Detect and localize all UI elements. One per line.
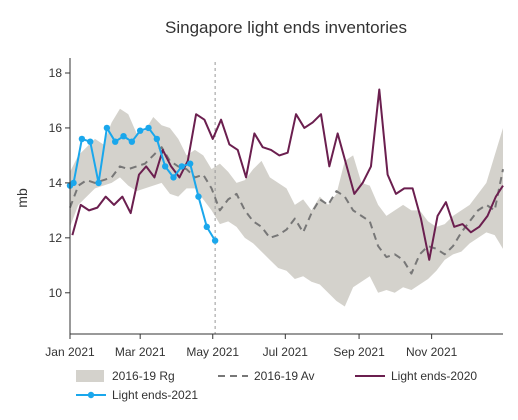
y-tick-label: 14 [49,176,63,190]
series-point-light-ends-2021 [78,135,86,143]
series-point-light-ends-2021 [153,135,161,143]
series-point-light-ends-2021 [112,138,119,145]
series-point-light-ends-2021 [203,223,210,231]
legend-item-2016-19-av: 2016-19 Av [218,369,315,383]
legend-item-light-ends-2021: Light ends-2021 [76,388,198,402]
y-tick-label: 12 [49,231,63,245]
legend-label-2016-19-av: 2016-19 Av [254,369,315,383]
series-point-light-ends-2021 [136,127,144,134]
series-point-light-ends-2021 [145,124,152,132]
chart-title: Singapore light ends inventories [165,18,407,37]
axes-layer: 10 12 14 16 18 Jan 2021 Mar 2021 May 2021 Jul 20… [45,58,503,359]
series-point-light-ends-2021 [170,174,177,181]
x-tick-label: Jan 2021 [45,345,95,359]
legend-marker-light-ends-2021 [87,391,95,399]
series-layer [66,88,504,275]
legend-item-light-ends-2020: Light ends-2020 [355,369,477,383]
legend-label-2016-19-rg: 2016-19 Rg [112,369,175,383]
legend-label-light-ends-2020: Light ends-2020 [391,369,477,383]
x-tick-label: Mar 2021 [115,345,166,359]
series-point-light-ends-2021 [211,237,219,244]
x-tick-label: Sep 2021 [333,345,385,359]
range-band-area [70,108,503,307]
series-point-light-ends-2021 [95,179,102,187]
legend: 2016-19 Rg 2016-19 Av Light ends-2020 Light… [76,369,477,402]
y-axis-label: mb [14,188,30,208]
series-point-light-ends-2021 [128,138,136,145]
legend-item-2016-19-rg: 2016-19 Rg [76,369,175,383]
y-tick-label: 18 [49,66,63,80]
legend-swatch-2016-19-rg [76,370,104,382]
series-point-light-ends-2021 [186,160,194,167]
x-tick-label: Jul 2021 [263,345,309,359]
y-tick-label: 16 [49,121,63,135]
series-point-light-ends-2021 [70,179,77,187]
series-point-light-ends-2021 [87,138,94,145]
series-point-light-ends-2021 [161,163,169,170]
series-point-light-ends-2021 [195,193,202,200]
x-tick-label: Nov 2021 [406,345,458,359]
x-tick-label: May 2021 [186,345,239,359]
range-band-layer [70,108,503,307]
y-tick-label: 10 [49,286,63,300]
series-line-light-ends-2020 [71,88,504,261]
series-point-light-ends-2021 [103,124,111,132]
series-point-light-ends-2021 [120,132,127,140]
series-point-light-ends-2021 [178,163,186,170]
legend-label-light-ends-2021: Light ends-2021 [112,388,198,402]
